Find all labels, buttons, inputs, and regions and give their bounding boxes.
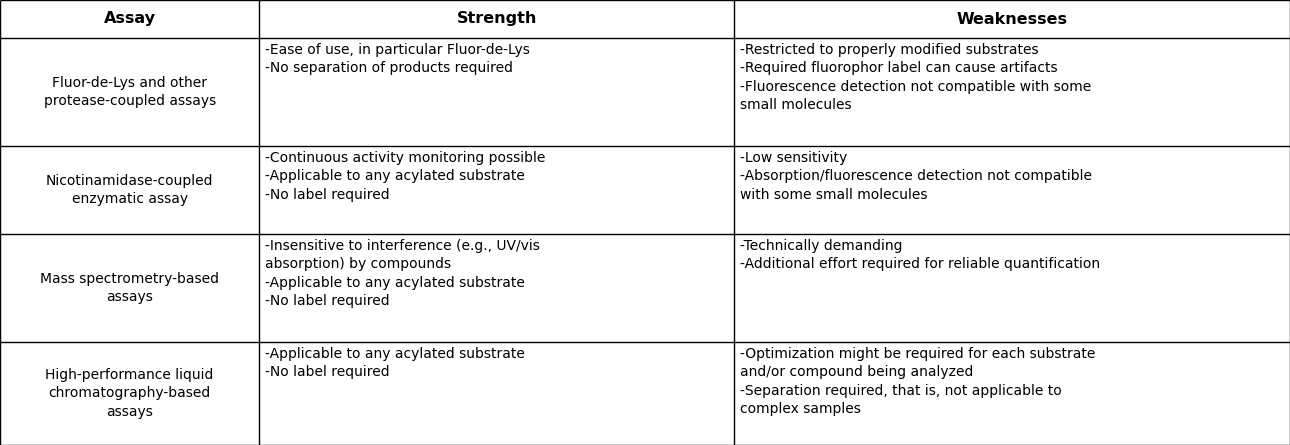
Text: Mass spectrometry-based
assays: Mass spectrometry-based assays xyxy=(40,272,219,304)
Text: -Restricted to properly modified substrates
-Required fluorophor label can cause: -Restricted to properly modified substra… xyxy=(740,43,1091,112)
Text: Strength: Strength xyxy=(457,12,537,27)
Text: Fluor-de-Lys and other
protease-coupled assays: Fluor-de-Lys and other protease-coupled … xyxy=(44,76,215,108)
Text: -Ease of use, in particular Fluor-de-Lys
-No separation of products required: -Ease of use, in particular Fluor-de-Lys… xyxy=(266,43,530,75)
Text: -Optimization might be required for each substrate
and/or compound being analyze: -Optimization might be required for each… xyxy=(740,347,1095,416)
Text: -Continuous activity monitoring possible
-Applicable to any acylated substrate
-: -Continuous activity monitoring possible… xyxy=(266,151,546,202)
Text: -Technically demanding
-Additional effort required for reliable quantification: -Technically demanding -Additional effor… xyxy=(740,239,1100,271)
Text: Assay: Assay xyxy=(103,12,156,27)
Text: Weaknesses: Weaknesses xyxy=(956,12,1068,27)
Text: Nicotinamidase-coupled
enzymatic assay: Nicotinamidase-coupled enzymatic assay xyxy=(46,174,213,206)
Text: -Insensitive to interference (e.g., UV/vis
absorption) by compounds
-Applicable : -Insensitive to interference (e.g., UV/v… xyxy=(266,239,541,308)
Text: -Applicable to any acylated substrate
-No label required: -Applicable to any acylated substrate -N… xyxy=(266,347,525,380)
Text: High-performance liquid
chromatography-based
assays: High-performance liquid chromatography-b… xyxy=(45,368,214,419)
Text: -Low sensitivity
-Absorption/fluorescence detection not compatible
with some sma: -Low sensitivity -Absorption/fluorescenc… xyxy=(740,151,1093,202)
